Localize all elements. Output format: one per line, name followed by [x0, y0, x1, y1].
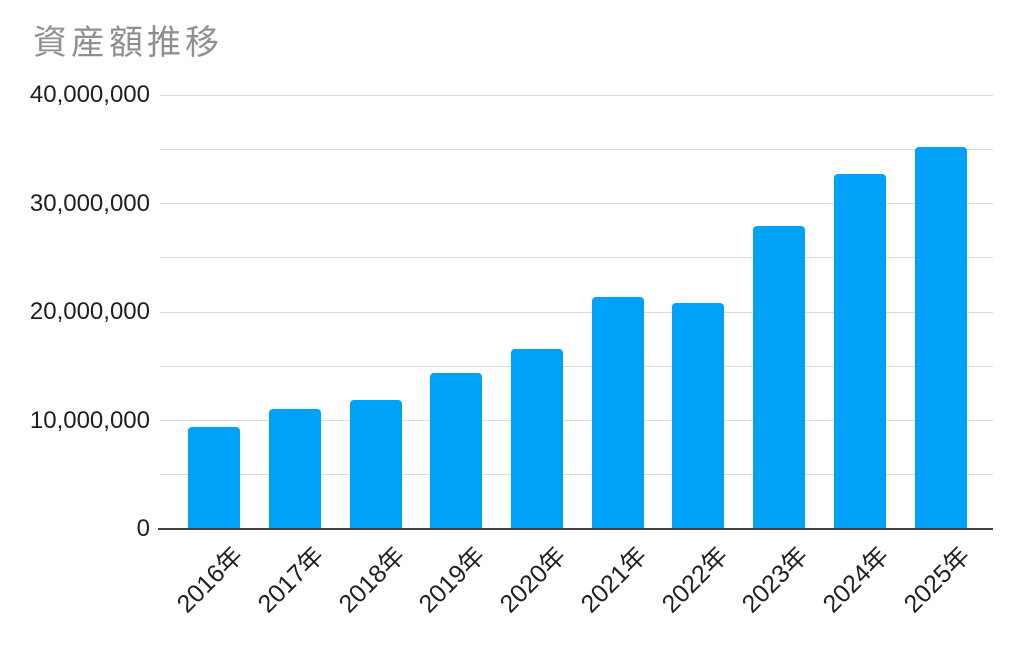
gridline — [160, 365, 993, 367]
bar-2017年 — [269, 408, 322, 529]
gridline — [160, 257, 993, 259]
bar-2016年 — [188, 427, 241, 529]
y-axis-tick-label: 0 — [136, 515, 150, 542]
y-axis-tick-label: 10,000,000 — [29, 406, 150, 434]
bar-2023年 — [753, 226, 806, 529]
gridline — [160, 203, 993, 204]
x-axis-line — [158, 528, 993, 530]
gridline — [160, 311, 993, 313]
gridline — [160, 420, 993, 421]
gridline — [160, 148, 993, 150]
bar-2022年 — [672, 303, 725, 529]
asset-trend-chart: 資産額推移 0 10,000,000 20,000,000 30,000,000 40,… — [29, 24, 993, 619]
gridline — [160, 474, 993, 476]
chart-title: 資産額推移 — [33, 24, 223, 62]
gridline — [160, 94, 993, 96]
y-axis-tick-label: 40,000,000 — [29, 81, 150, 108]
bar-2021年 — [591, 296, 644, 529]
bar-2018年 — [349, 399, 402, 529]
bar-2020年 — [511, 348, 564, 529]
y-axis-tick-label: 30,000,000 — [29, 189, 150, 217]
bar-2019年 — [430, 372, 483, 529]
bar-series — [174, 95, 981, 529]
bar-2024年 — [833, 174, 886, 529]
bar-2025年 — [914, 147, 967, 529]
y-axis-tick-label: 20,000,000 — [29, 298, 150, 325]
